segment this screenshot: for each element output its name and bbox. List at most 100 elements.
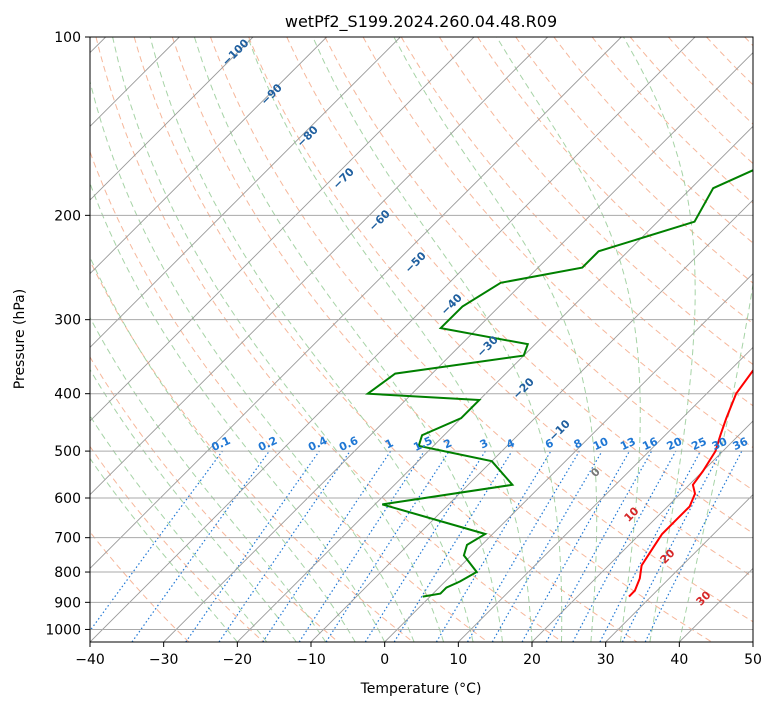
mixing-ratio-label: 30 bbox=[710, 435, 730, 453]
isotherm-line bbox=[310, 199, 753, 642]
moist-adiabat-line bbox=[90, 181, 386, 642]
dry-adiabat-line bbox=[171, 37, 712, 642]
y-tick-label: 200 bbox=[54, 208, 81, 224]
mixing-ratio-label: 3 bbox=[478, 436, 490, 451]
mixing-ratio-label: 10 bbox=[591, 435, 611, 453]
dry-adiabat-line bbox=[90, 259, 414, 642]
isotherm-line bbox=[90, 37, 475, 422]
dry-adiabat-label: −30 bbox=[474, 333, 501, 360]
mixing-ratio-label: 36 bbox=[731, 435, 751, 453]
moist-adiabat-line bbox=[90, 457, 238, 642]
y-tick-label: 800 bbox=[54, 565, 81, 581]
moist-adiabat-line bbox=[90, 79, 415, 642]
dry-adiabat-label: −50 bbox=[402, 249, 429, 276]
mixing-ratio-label: 13 bbox=[618, 435, 637, 453]
dry-adiabat-label: 30 bbox=[694, 588, 714, 608]
x-tick-label: 10 bbox=[449, 652, 467, 668]
x-tick-label: 20 bbox=[523, 652, 541, 668]
dry-adiabat-label: −60 bbox=[366, 207, 393, 234]
dry-adiabat-line bbox=[95, 37, 563, 642]
mixing-ratio-line bbox=[435, 450, 552, 642]
isotherm-line bbox=[384, 273, 753, 642]
isotherm-line bbox=[90, 37, 622, 569]
moist-adiabat-line bbox=[90, 316, 327, 642]
moist-adiabat-line bbox=[247, 37, 533, 642]
moist-adiabat-line bbox=[149, 37, 474, 642]
moist-adiabat-line bbox=[496, 37, 641, 642]
isotherm-line bbox=[458, 346, 753, 642]
axes: −40 −30 −20 −10 0 10 20 30 40 5010020030040050060… bbox=[45, 30, 762, 668]
dry-adiabat-line bbox=[133, 37, 638, 642]
mixing-ratio-line bbox=[572, 450, 677, 642]
mixing-ratio-label: 4 bbox=[504, 436, 517, 451]
sounding-series bbox=[364, 169, 753, 598]
mixing-ratio-line bbox=[262, 450, 392, 642]
dry-adiabat-line bbox=[744, 37, 753, 47]
plot-frame bbox=[89, 36, 754, 643]
dry-adiabat-line bbox=[591, 37, 753, 204]
dewpoint-line bbox=[364, 169, 753, 598]
mixing-ratio-line bbox=[298, 450, 425, 642]
temperature-line bbox=[628, 368, 753, 598]
dry-adiabat-line bbox=[400, 37, 753, 407]
chart-title: wetPf2_S199.2024.260.04.48.R09 bbox=[285, 12, 557, 32]
dry-adiabat-line bbox=[90, 356, 339, 642]
moist-adiabat-line bbox=[193, 37, 503, 642]
x-tick-label: −20 bbox=[223, 652, 253, 668]
dry-adiabat-line bbox=[210, 37, 753, 623]
moist-adiabat-line bbox=[90, 414, 268, 642]
dry-adiabat-label: −40 bbox=[438, 291, 465, 318]
dry-adiabat-label: −70 bbox=[330, 165, 357, 192]
dry-adiabat-label: −100 bbox=[220, 36, 252, 68]
y-tick-label: 600 bbox=[54, 491, 81, 507]
isotherm-line bbox=[163, 52, 753, 642]
mixing-ratio-line bbox=[599, 450, 702, 642]
mixing-ratio-line bbox=[466, 450, 580, 642]
isotherm-line bbox=[90, 37, 696, 642]
moist-adiabat-line bbox=[393, 37, 598, 642]
dry-adiabat-line bbox=[90, 445, 264, 642]
x-tick-label: 50 bbox=[744, 652, 762, 668]
moist-adiabat-line bbox=[312, 37, 563, 642]
isotherm-line bbox=[90, 37, 401, 348]
y-tick-label: 1000 bbox=[45, 622, 81, 638]
y-tick-label: 100 bbox=[54, 30, 81, 46]
y-tick-label: 300 bbox=[54, 313, 81, 329]
y-axis-label: Pressure (hPa) bbox=[12, 289, 28, 389]
x-tick-label: 30 bbox=[597, 652, 615, 668]
dry-adiabat-label: −90 bbox=[258, 81, 285, 108]
isotherm-line bbox=[752, 641, 753, 642]
mixing-ratio-line bbox=[185, 450, 320, 642]
isopleth-labels: −100−90−80−70−60−50−40−30−20−1001020300.… bbox=[209, 36, 750, 608]
dry-adiabat-line bbox=[248, 37, 753, 578]
mixing-ratio-line bbox=[90, 450, 223, 632]
dry-adiabat-line bbox=[324, 37, 753, 491]
mixing-ratio-line bbox=[325, 450, 450, 642]
y-tick-label: 900 bbox=[54, 595, 81, 611]
isotherm-line bbox=[237, 125, 753, 642]
background-lines bbox=[90, 37, 753, 642]
dry-adiabat-line bbox=[668, 37, 753, 125]
dry-adiabat-label: −20 bbox=[510, 375, 537, 402]
moist-adiabat-line bbox=[112, 37, 445, 642]
isotherm-line bbox=[90, 37, 327, 275]
mixing-ratio-label: 16 bbox=[640, 435, 660, 453]
dry-adiabat-line bbox=[706, 37, 753, 86]
x-tick-label: −40 bbox=[75, 652, 105, 668]
moist-adiabat-line bbox=[623, 37, 696, 642]
dry-adiabat-line bbox=[90, 150, 488, 642]
mixing-ratio-label: 2 bbox=[442, 436, 454, 451]
y-tick-label: 400 bbox=[54, 387, 81, 403]
dry-adiabat-label: −80 bbox=[294, 123, 321, 150]
mixing-ratio-label: 25 bbox=[689, 435, 708, 453]
x-tick-label: −30 bbox=[149, 652, 179, 668]
mixing-ratio-line bbox=[545, 450, 653, 642]
mixing-ratio-line bbox=[364, 450, 486, 642]
dry-adiabat-label: 10 bbox=[622, 504, 642, 524]
dry-adiabat-line bbox=[286, 37, 753, 534]
mixing-ratio-label: 20 bbox=[665, 435, 685, 453]
isotherm-line bbox=[605, 494, 753, 642]
moist-adiabat-line bbox=[90, 256, 356, 642]
